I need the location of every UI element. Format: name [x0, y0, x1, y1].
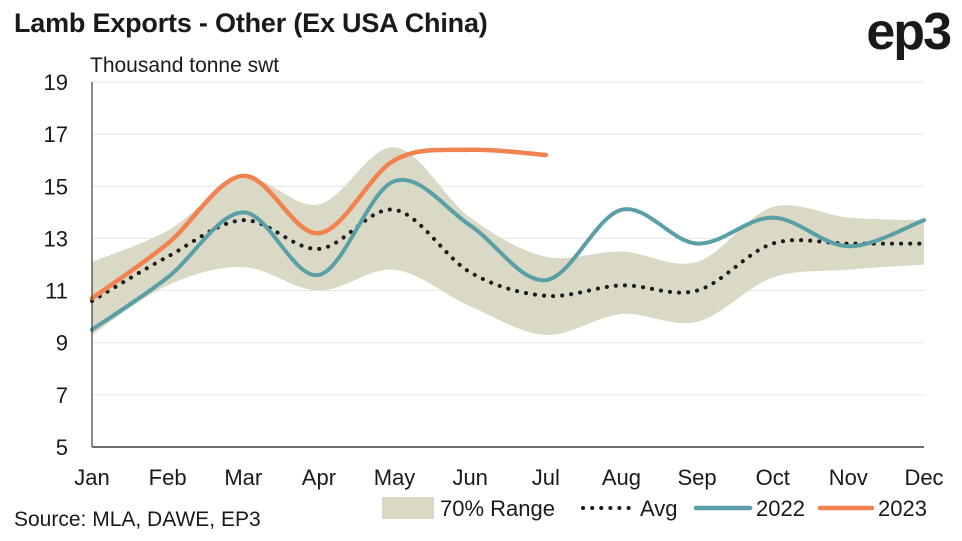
x-tick-label: Jul [532, 465, 560, 490]
y-tick-label: 7 [56, 383, 68, 408]
x-tick-label: Dec [904, 465, 943, 490]
series-2023-line [89, 147, 549, 301]
series-layer [89, 147, 926, 332]
x-tick-label: Nov [829, 465, 868, 490]
range-band-layer [92, 147, 924, 335]
x-tick-label: Oct [756, 465, 790, 490]
legend: 70% Range Avg 2022 2023 [382, 496, 927, 521]
x-tick-label: Apr [302, 465, 336, 490]
range-band [92, 147, 924, 335]
x-tick-label: Feb [149, 465, 187, 490]
y-axis-unit-label: Thousand tonne swt [90, 54, 280, 77]
series-2022-line [90, 177, 926, 332]
source-note: Source: MLA, DAWE, EP3 [14, 508, 261, 531]
axes: 5 7 9 11 13 15 17 19 Jan Feb Mar Apr May Jun Jul Aug Sep… [44, 70, 944, 490]
y-tick-label: 5 [56, 435, 68, 460]
legend-2022-label: 2022 [756, 496, 805, 521]
avg-line [90, 207, 926, 303]
x-tick-label: Aug [602, 465, 641, 490]
y-tick-label: 11 [45, 279, 68, 304]
legend-avg-label: Avg [640, 496, 678, 521]
ep3-logo: ep3 [866, 3, 952, 61]
x-tick-label: Jun [452, 465, 487, 490]
y-tick-label: 13 [44, 226, 68, 251]
legend-range-label: 70% Range [440, 496, 555, 521]
x-tick-label: May [374, 465, 416, 490]
legend-2023-label: 2023 [878, 496, 927, 521]
x-tick-label: Sep [678, 465, 717, 490]
legend-range-swatch [382, 497, 434, 519]
chart-title: Lamb Exports - Other (Ex USA China) [14, 8, 488, 38]
y-tick-label: 17 [44, 122, 68, 147]
y-tick-label: 19 [44, 70, 68, 95]
y-tick-label: 9 [56, 331, 68, 356]
x-tick-label: Jan [74, 465, 109, 490]
y-tick-label: 15 [44, 174, 68, 199]
x-tick-label: Mar [224, 465, 262, 490]
